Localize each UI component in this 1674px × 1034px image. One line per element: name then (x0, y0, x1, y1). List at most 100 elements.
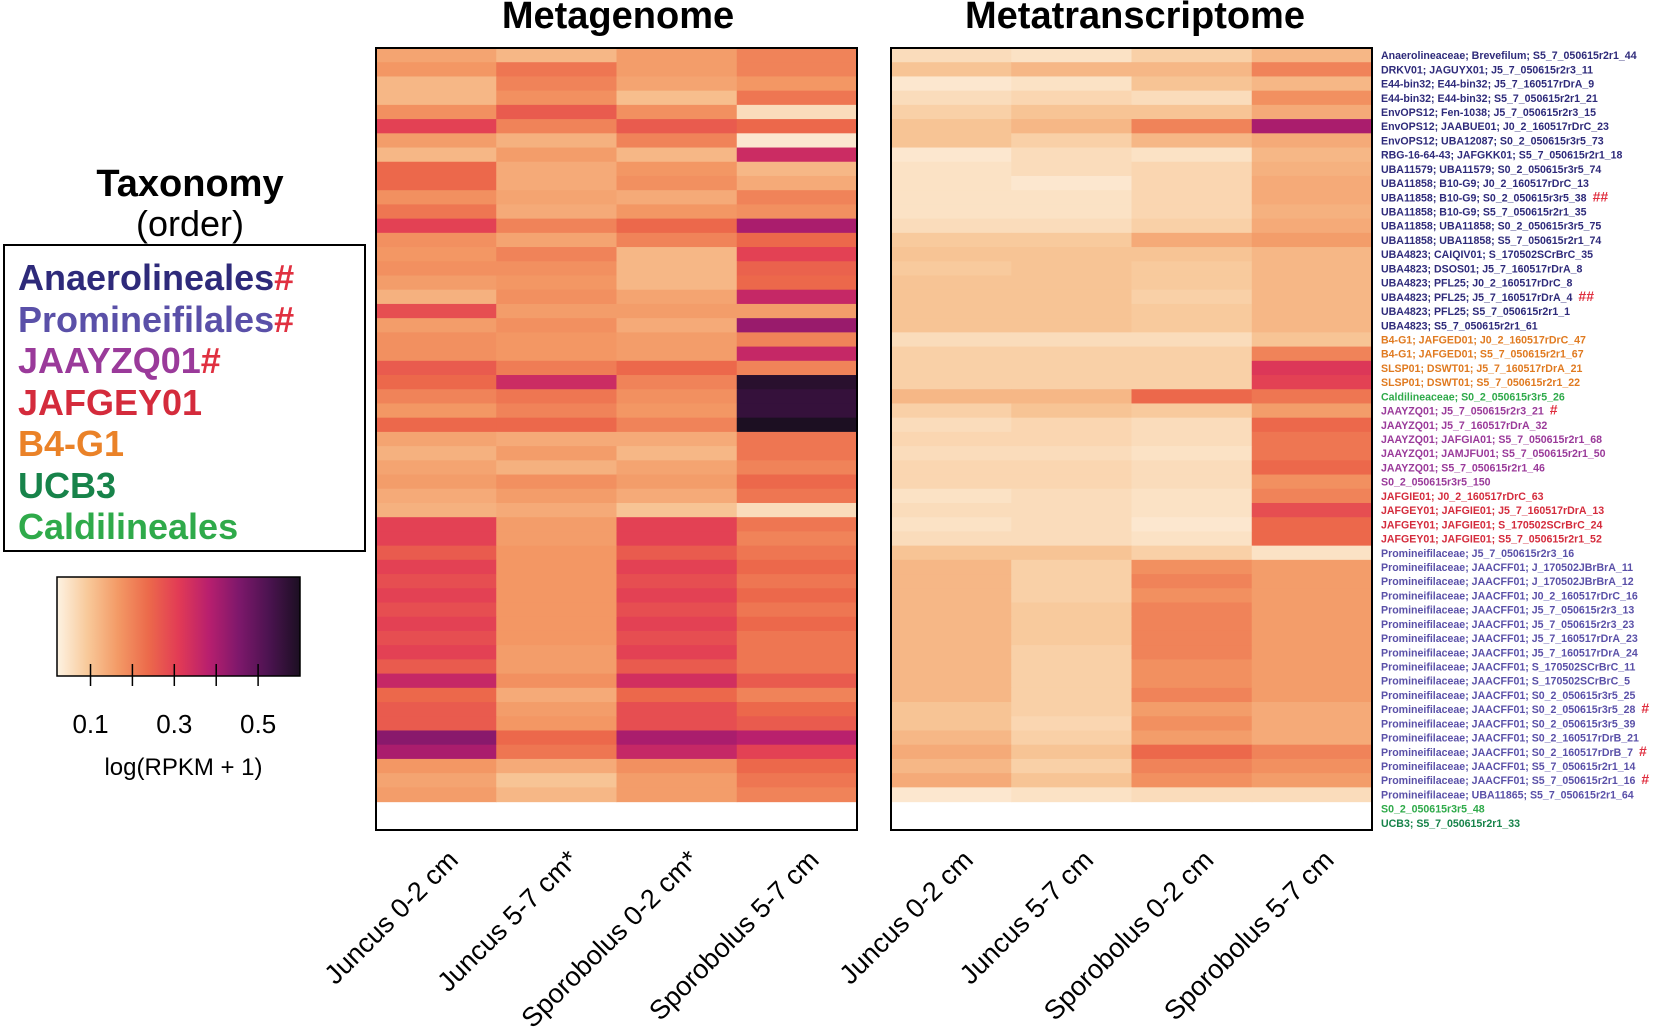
row-label-text: Promineifilaceae; JAACFF01; J_170502JBrB… (1381, 562, 1633, 574)
row-label: Promineifilaceae; JAACFF01; S5_7_050615r… (1381, 771, 1649, 787)
heat-cell (1011, 517, 1133, 533)
heat-cell (1011, 104, 1133, 120)
heat-cell (1251, 375, 1373, 390)
row-label-text: JAFGEY01; JAFGIE01; S_170502SCrBrC_24 (1381, 519, 1603, 531)
heat-cell (376, 133, 497, 149)
row-label-text: Promineifilaceae; JAACFF01; J_170502JBrB… (1381, 576, 1634, 588)
row-label-text: UBA4823; PFL25; J0_2_160517rDrC_8 (1381, 278, 1572, 290)
row-label-text: Promineifilaceae; J5_7_050615r2r3_16 (1381, 548, 1574, 560)
row-label-text: Promineifilaceae; JAACFF01; S0_2_050615r… (1381, 704, 1636, 716)
heat-cell (1251, 417, 1373, 433)
heat-cell (1251, 687, 1373, 703)
metatranscriptome-title: Metatranscriptome (965, 0, 1305, 37)
heat-cell (891, 730, 1012, 746)
heat-cell (1131, 446, 1253, 461)
heat-cell (1131, 574, 1253, 589)
legend-entry-label: JAAYZQ01 (18, 340, 201, 381)
heat-cell (1131, 545, 1253, 561)
heat-cell (1011, 417, 1133, 433)
row-label-text: UBA11858; B10-G9; S0_2_050615r3r5_38 (1381, 192, 1587, 204)
legend-entry-mark: # (200, 340, 221, 381)
colorbar-label: log(RPKM + 1) (104, 754, 262, 781)
row-label-mark: # (1550, 402, 1558, 418)
heat-cell (736, 204, 858, 220)
heat-cell (376, 446, 497, 461)
heat-cell (496, 204, 618, 220)
heat-cell (1011, 787, 1133, 803)
heat-cell (891, 474, 1012, 490)
heat-cell (1131, 431, 1253, 447)
heat-cell (1251, 616, 1373, 632)
heat-cell (376, 403, 497, 419)
heat-cell (1131, 133, 1253, 149)
heat-cell (891, 119, 1012, 134)
heat-cell (376, 119, 497, 134)
heat-cell (616, 659, 738, 675)
heat-cell (891, 346, 1012, 362)
heat-cell (376, 318, 497, 333)
heat-cell (496, 76, 618, 92)
heat-cell (1131, 147, 1253, 163)
heat-cell (496, 247, 618, 262)
heat-cell (496, 446, 618, 461)
heat-cell (736, 133, 858, 149)
heat-cell (891, 446, 1012, 461)
heat-cell (1251, 346, 1373, 362)
heat-cell (736, 446, 858, 461)
heat-cell (616, 204, 738, 220)
row-label-text: E44-bin32; E44-bin32; S5_7_050615r2r1_21 (1381, 93, 1598, 105)
heat-cell (1131, 275, 1253, 291)
heat-cell (376, 104, 497, 120)
row-label-text: EnvOPS12; UBA12087; S0_2_050615r3r5_73 (1381, 135, 1604, 147)
heat-cell (496, 417, 618, 433)
heat-cell (1011, 90, 1133, 106)
row-label: S0_2_050615r3r5_48 (1381, 804, 1485, 816)
heat-cell (496, 90, 618, 106)
heat-cell (891, 147, 1012, 163)
heat-cell (376, 659, 497, 675)
heat-cell (616, 218, 738, 234)
heat-cell (891, 289, 1012, 305)
heat-cell (1131, 190, 1253, 205)
heat-cell (1131, 488, 1253, 504)
heat-cell (1011, 161, 1133, 177)
heat-cell (1251, 659, 1373, 675)
heat-cell (1131, 616, 1253, 632)
heat-cell (496, 787, 618, 803)
heat-cell (736, 531, 858, 547)
heat-cell (1011, 559, 1133, 575)
heat-cell (496, 289, 618, 305)
heat-cell (1011, 403, 1133, 419)
row-label: JAFGIE01; J0_2_160517rDrC_63 (1381, 491, 1544, 503)
heat-cell (1011, 389, 1133, 405)
heat-cell (736, 90, 858, 106)
heat-cell (1251, 119, 1373, 134)
heat-cell (376, 531, 497, 547)
metagenome-heatmap (375, 47, 858, 831)
heat-cell (1251, 730, 1373, 746)
heat-cell (496, 389, 618, 405)
heat-cell (891, 630, 1012, 646)
row-label: UBA4823; PFL25; S5_7_050615r2r1_1 (1381, 306, 1570, 318)
legend-entry: Caldilineales (18, 507, 238, 547)
heat-cell (496, 588, 618, 604)
heat-cell (736, 645, 858, 660)
heat-cell (736, 360, 858, 376)
row-label: EnvOPS12; JAABUE01; J0_2_160517rDrC_23 (1381, 121, 1609, 133)
row-label-text: Promineifilaceae; JAACFF01; S0_2_050615r… (1381, 718, 1636, 730)
row-label-mark: ## (1593, 188, 1609, 204)
row-label: DRKV01; JAGUYX01; J5_7_050615r2r3_11 (1381, 64, 1593, 76)
heat-cell (376, 716, 497, 732)
heat-cell (1011, 190, 1133, 205)
row-label-text: JAAYZQ01; JAMJFU01; S5_7_050615r2r1_50 (1381, 448, 1606, 460)
heat-cell (616, 389, 738, 405)
row-labels: Anaerolineaceae; Brevefilum; S5_7_050615… (1381, 50, 1649, 830)
heat-cell (736, 161, 858, 177)
heat-cell (891, 574, 1012, 589)
heat-cell (736, 559, 858, 575)
heat-cell (1251, 517, 1373, 533)
heat-cell (616, 62, 738, 78)
heat-cell (376, 247, 497, 262)
heat-cell (496, 375, 618, 390)
